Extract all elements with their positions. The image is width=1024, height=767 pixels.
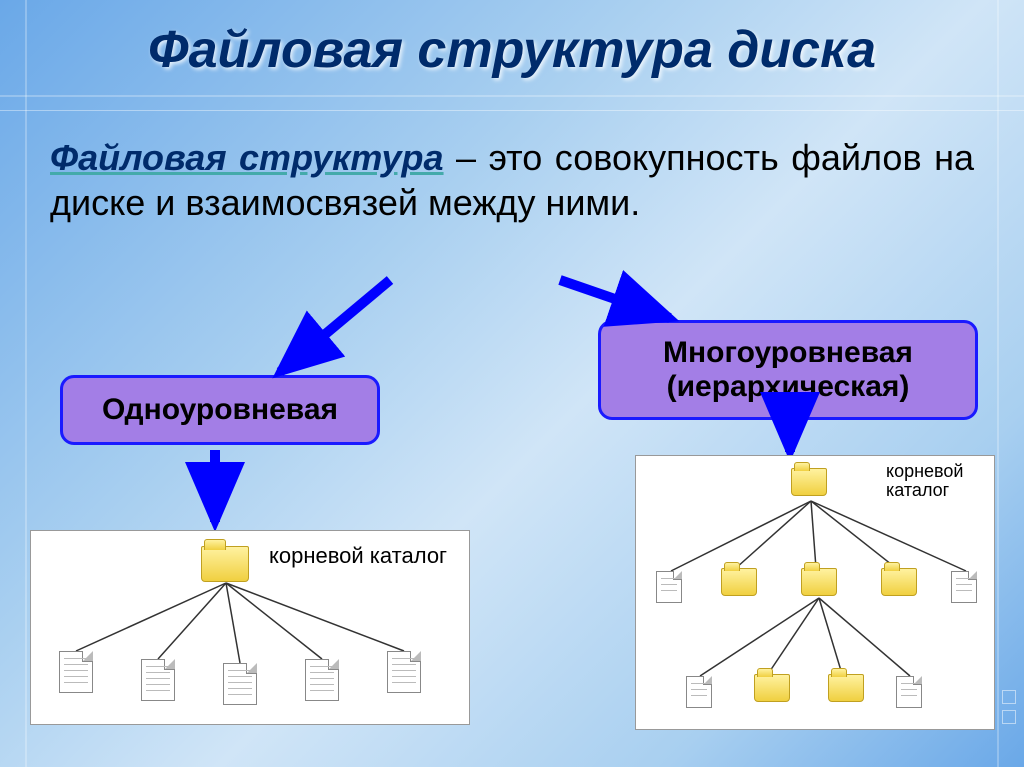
arrow-to-right-box xyxy=(560,280,670,318)
deco-line xyxy=(997,0,999,767)
folder-icon xyxy=(881,568,917,596)
folder-icon xyxy=(801,568,837,596)
file-icon xyxy=(686,676,712,708)
file-icon xyxy=(59,651,93,693)
deco-line xyxy=(0,95,1024,97)
panel-single-level: корневой каталог xyxy=(30,530,470,725)
deco-line xyxy=(0,110,1024,111)
definition-text: Файловая структура – это совокупность фа… xyxy=(50,135,974,225)
box-left-label: Одноуровневая xyxy=(102,393,338,427)
box-multi-level: Многоуровневая (иерархическая) xyxy=(598,320,978,420)
panel-multi-level: корневойкаталог xyxy=(635,455,995,730)
box-right-label: Многоуровневая (иерархическая) xyxy=(615,336,961,405)
deco-square xyxy=(1002,710,1016,724)
file-icon xyxy=(223,663,257,705)
folder-icon xyxy=(754,674,790,702)
file-icon xyxy=(387,651,421,693)
file-icon xyxy=(305,659,339,701)
folder-icon xyxy=(828,674,864,702)
arrow-to-left-box xyxy=(280,280,390,372)
file-icon xyxy=(896,676,922,708)
file-icon xyxy=(141,659,175,701)
file-icon xyxy=(656,571,682,603)
slide-title: Файловая структура диска xyxy=(0,20,1024,80)
box-single-level: Одноуровневая xyxy=(60,375,380,445)
file-icon xyxy=(951,571,977,603)
definition-term: Файловая структура xyxy=(50,137,444,178)
deco-square xyxy=(1002,690,1016,704)
deco-line xyxy=(25,0,27,767)
folder-icon xyxy=(721,568,757,596)
